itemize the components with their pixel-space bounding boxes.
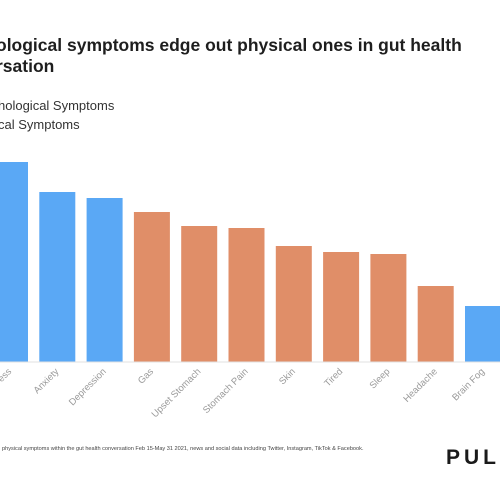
chart-title: ological symptoms edge out physical ones… [0,35,500,77]
chart-title-line-2: rsation [0,56,55,76]
tick-label-10: Headache [401,366,439,404]
bar-11 [465,306,500,362]
bar-4 [133,212,170,362]
bar-7 [275,246,312,362]
tick-label-7: Skin [277,366,298,387]
tick-label-2: Anxiety [32,366,62,396]
bars-group [0,162,500,362]
bar-10 [417,286,454,362]
chart-title-line-1: ological symptoms edge out physical ones… [0,35,462,55]
brand-logo: PUL [446,446,500,469]
bar-8 [323,252,360,362]
legend-item-physical: cal Symptoms [0,117,80,132]
bar-3 [86,198,123,362]
footnote: physical symptoms within the gut health … [2,446,364,452]
tick-label-4: Gas [136,366,156,386]
legend-item-psychological: hological Symptoms [0,98,115,113]
bar-1 [0,162,28,362]
tick-label-9: Sleep [368,366,393,391]
bar-5 [181,226,218,362]
tick-label-1: ess [0,366,14,384]
tick-label-11: Brain Fog [450,366,487,403]
tick-label-6: Stomach Pain [201,366,251,416]
bar-2 [39,192,76,362]
legend: hological Symptoms cal Symptoms [0,96,114,134]
bar-9 [370,254,407,362]
tick-label-3: Depression [67,366,109,408]
bar-6 [228,228,265,362]
tick-label-5: Upset Stomach [150,366,204,420]
tick-label-8: Tired [322,366,345,389]
